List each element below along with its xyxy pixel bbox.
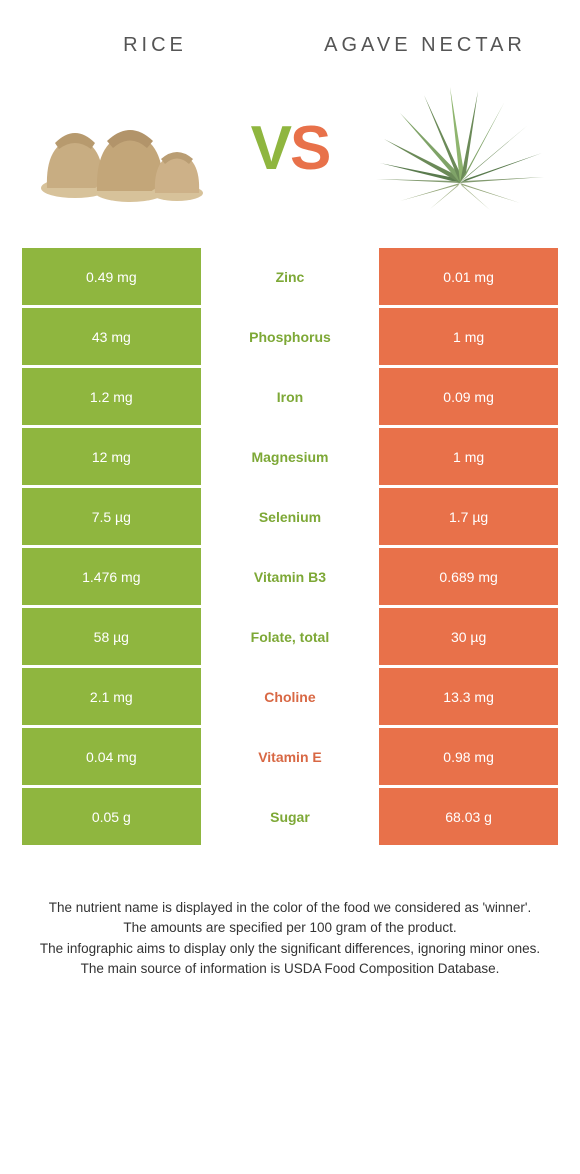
nutrient-table: 0.49 mgZinc0.01 mg43 mgPhosphorus1 mg1.2… <box>22 248 558 845</box>
right-value: 1 mg <box>379 428 558 485</box>
footnote-line: The main source of information is USDA F… <box>34 959 546 979</box>
nutrient-label: Magnesium <box>201 428 380 485</box>
left-value: 0.49 mg <box>22 248 201 305</box>
agave-image <box>370 88 550 208</box>
header-row: RICE AGAVE NECTAR <box>0 0 580 68</box>
left-value: 12 mg <box>22 428 201 485</box>
table-row: 0.04 mgVitamin E0.98 mg <box>22 728 558 785</box>
table-row: 43 mgPhosphorus1 mg <box>22 308 558 365</box>
nutrient-label: Iron <box>201 368 380 425</box>
vs-s: S <box>290 114 329 183</box>
nutrient-label: Choline <box>201 668 380 725</box>
right-title: AGAVE NECTAR <box>290 32 560 58</box>
right-value: 30 µg <box>379 608 558 665</box>
footnote-line: The amounts are specified per 100 gram o… <box>34 918 546 938</box>
right-value: 0.01 mg <box>379 248 558 305</box>
left-value: 58 µg <box>22 608 201 665</box>
right-value: 1 mg <box>379 308 558 365</box>
footnote-line: The nutrient name is displayed in the co… <box>34 898 546 918</box>
footnotes: The nutrient name is displayed in the co… <box>0 848 580 979</box>
table-row: 2.1 mgCholine13.3 mg <box>22 668 558 725</box>
vs-row: VS <box>0 68 580 248</box>
left-value: 7.5 µg <box>22 488 201 545</box>
left-value: 0.05 g <box>22 788 201 845</box>
right-value: 0.09 mg <box>379 368 558 425</box>
nutrient-label: Selenium <box>201 488 380 545</box>
nutrient-label: Folate, total <box>201 608 380 665</box>
table-row: 58 µgFolate, total30 µg <box>22 608 558 665</box>
nutrient-label: Vitamin E <box>201 728 380 785</box>
table-row: 7.5 µgSelenium1.7 µg <box>22 488 558 545</box>
table-row: 0.05 gSugar68.03 g <box>22 788 558 845</box>
left-value: 43 mg <box>22 308 201 365</box>
rice-image <box>30 88 210 208</box>
nutrient-label: Phosphorus <box>201 308 380 365</box>
right-value: 0.689 mg <box>379 548 558 605</box>
nutrient-label: Zinc <box>201 248 380 305</box>
table-row: 1.476 mgVitamin B30.689 mg <box>22 548 558 605</box>
left-value: 2.1 mg <box>22 668 201 725</box>
table-row: 1.2 mgIron0.09 mg <box>22 368 558 425</box>
vs-label: VS <box>251 113 330 184</box>
right-value: 13.3 mg <box>379 668 558 725</box>
left-value: 0.04 mg <box>22 728 201 785</box>
table-row: 0.49 mgZinc0.01 mg <box>22 248 558 305</box>
right-value: 0.98 mg <box>379 728 558 785</box>
nutrient-label: Vitamin B3 <box>201 548 380 605</box>
footnote-line: The infographic aims to display only the… <box>34 939 546 959</box>
vs-v: V <box>251 114 290 183</box>
right-value: 1.7 µg <box>379 488 558 545</box>
left-title: RICE <box>20 32 290 58</box>
left-value: 1.476 mg <box>22 548 201 605</box>
right-value: 68.03 g <box>379 788 558 845</box>
nutrient-label: Sugar <box>201 788 380 845</box>
table-row: 12 mgMagnesium1 mg <box>22 428 558 485</box>
left-value: 1.2 mg <box>22 368 201 425</box>
